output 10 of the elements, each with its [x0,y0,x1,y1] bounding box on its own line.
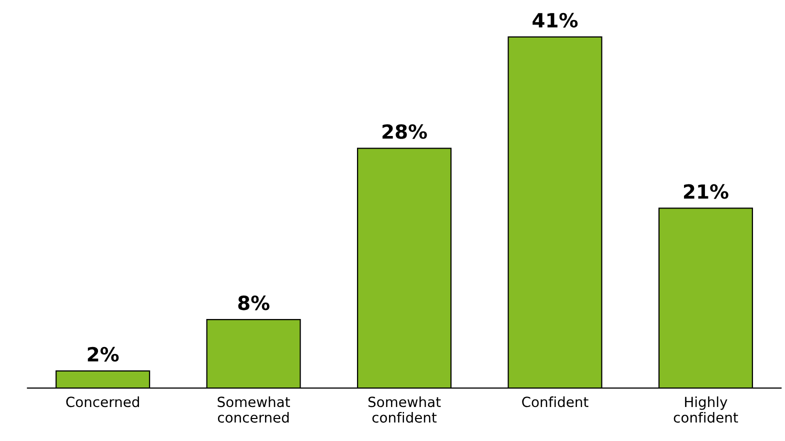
x-tick-label: Confident [522,396,588,408]
x-tick-label: Somewhat concerned [218,396,290,423]
x-tick-label: Highly confident [674,396,738,423]
data-label: 41% [532,12,578,28]
data-label: 2% [88,346,119,362]
data-label: 21% [684,184,728,199]
data-label: 8% [238,296,270,310]
x-tick-label: Concerned [66,396,139,408]
x-tick-label: Somewhat confident [368,396,441,423]
data-label: 28% [382,124,427,139]
